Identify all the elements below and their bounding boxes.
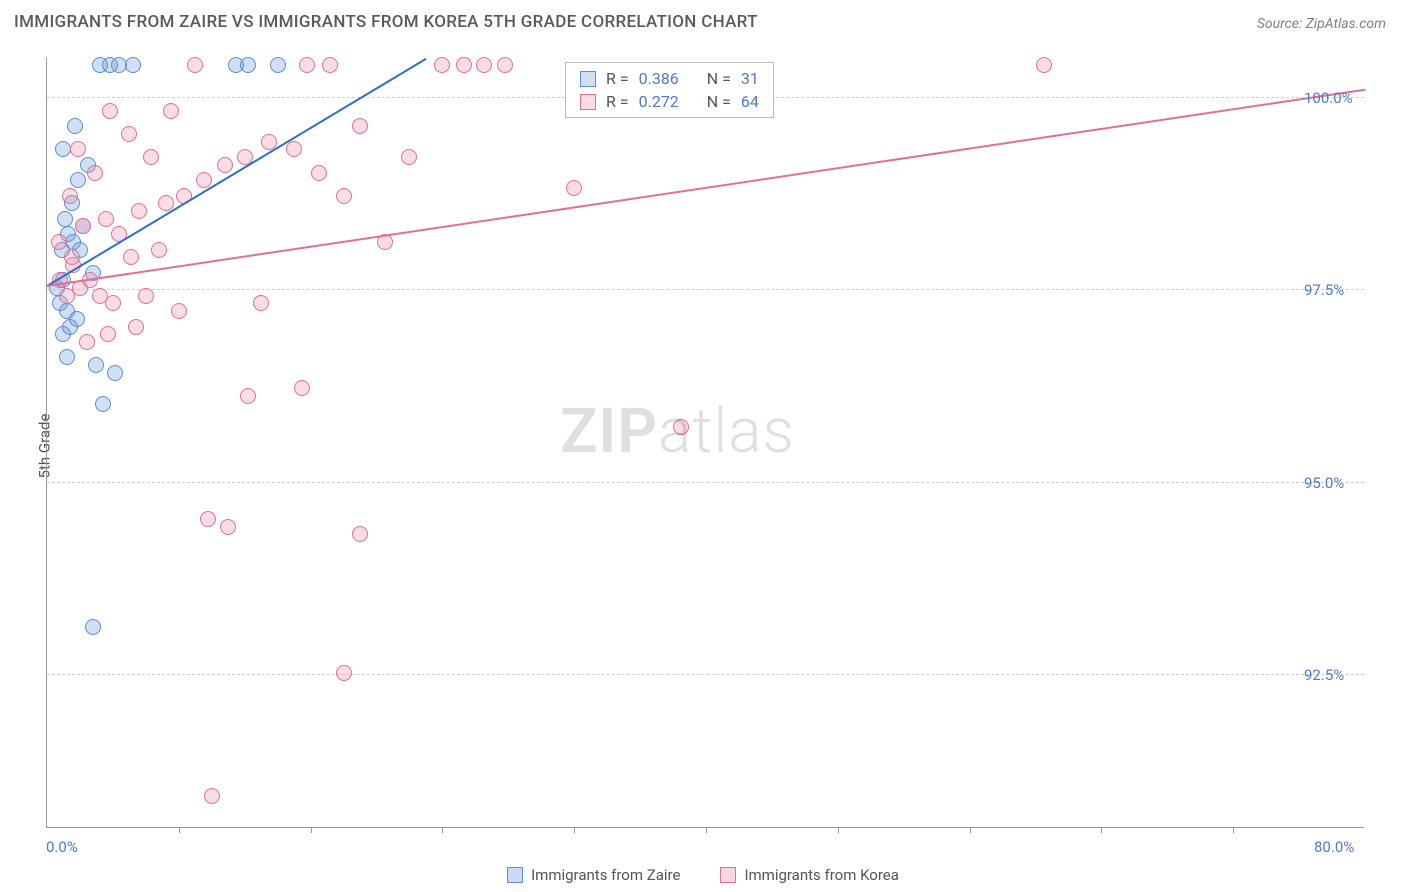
data-point <box>98 211 114 227</box>
data-point <box>240 388 256 404</box>
r-value: 0.386 <box>639 69 679 88</box>
gridline <box>47 289 1364 290</box>
stats-row: R =0.386 N = 31 <box>580 67 759 90</box>
data-point <box>95 396 111 412</box>
data-point <box>131 203 147 219</box>
x-tick <box>442 827 443 833</box>
data-point <box>187 57 203 73</box>
data-point <box>401 149 417 165</box>
data-point <box>673 419 689 435</box>
data-point <box>286 141 302 157</box>
data-point <box>87 165 103 181</box>
data-point <box>102 103 118 119</box>
x-axis-max: 80.0% <box>1314 838 1354 856</box>
data-point <box>1036 57 1052 73</box>
data-point <box>322 57 338 73</box>
data-point <box>299 57 315 73</box>
data-point <box>270 57 286 73</box>
n-value: 31 <box>741 69 759 88</box>
x-tick <box>838 827 839 833</box>
data-point <box>88 357 104 373</box>
data-point <box>163 103 179 119</box>
data-point <box>121 126 137 142</box>
data-point <box>70 141 86 157</box>
legend-item: Immigrants from Korea <box>720 866 898 884</box>
data-point <box>62 188 78 204</box>
data-point <box>456 57 472 73</box>
data-point <box>51 234 67 250</box>
x-tick <box>970 827 971 833</box>
legend-label: Immigrants from Zaire <box>531 866 680 884</box>
data-point <box>79 334 95 350</box>
data-point <box>138 288 154 304</box>
data-point <box>151 242 167 258</box>
gridline <box>47 482 1364 483</box>
y-tick-label: 100.0% <box>1304 89 1353 107</box>
trend-line <box>47 89 1365 287</box>
data-point <box>497 57 513 73</box>
data-point <box>69 311 85 327</box>
data-point <box>107 365 123 381</box>
stats-row: R =0.272 N = 64 <box>580 90 759 113</box>
trend-line <box>46 58 426 287</box>
data-point <box>566 180 582 196</box>
data-point <box>311 165 327 181</box>
data-point <box>476 57 492 73</box>
x-tick <box>311 827 312 833</box>
data-point <box>220 519 236 535</box>
data-point <box>143 149 159 165</box>
data-point <box>434 57 450 73</box>
legend-label: Immigrants from Korea <box>744 866 898 884</box>
data-point <box>75 218 91 234</box>
source-label: Source: ZipAtlas.com <box>1257 16 1386 32</box>
data-point <box>100 326 116 342</box>
data-point <box>125 57 141 73</box>
data-point <box>196 172 212 188</box>
data-point <box>336 188 352 204</box>
data-point <box>171 303 187 319</box>
data-point <box>336 665 352 681</box>
data-point <box>253 295 269 311</box>
x-tick <box>1233 827 1234 833</box>
y-tick-label: 92.5% <box>1304 666 1344 684</box>
data-point <box>67 118 83 134</box>
legend-swatch <box>507 867 523 883</box>
legend: Immigrants from Zaire Immigrants from Kor… <box>0 866 1406 884</box>
data-point <box>294 380 310 396</box>
x-axis-min: 0.0% <box>46 838 78 856</box>
data-point <box>352 526 368 542</box>
data-point <box>240 57 256 73</box>
data-point <box>70 172 86 188</box>
data-point <box>204 788 220 804</box>
x-tick <box>179 827 180 833</box>
x-tick <box>1101 827 1102 833</box>
y-tick-label: 95.0% <box>1304 474 1344 492</box>
stats-box: R =0.386 N = 31R =0.272 N = 64 <box>565 62 774 118</box>
series-swatch <box>580 94 596 110</box>
data-point <box>57 211 73 227</box>
y-tick-label: 97.5% <box>1304 281 1344 299</box>
data-point <box>128 319 144 335</box>
data-point <box>55 141 71 157</box>
legend-item: Immigrants from Zaire <box>507 866 680 884</box>
x-tick <box>574 827 575 833</box>
data-point <box>217 157 233 173</box>
data-point <box>85 619 101 635</box>
n-value: 64 <box>741 92 759 111</box>
data-point <box>123 249 139 265</box>
x-tick <box>706 827 707 833</box>
series-swatch <box>580 71 596 87</box>
gridline <box>47 674 1364 675</box>
data-point <box>105 295 121 311</box>
chart-title: IMMIGRANTS FROM ZAIRE VS IMMIGRANTS FROM… <box>14 12 758 32</box>
data-point <box>200 511 216 527</box>
data-point <box>64 249 80 265</box>
r-value: 0.272 <box>639 92 679 111</box>
legend-swatch <box>720 867 736 883</box>
data-point <box>59 349 75 365</box>
plot-area <box>46 58 1364 828</box>
data-point <box>352 118 368 134</box>
